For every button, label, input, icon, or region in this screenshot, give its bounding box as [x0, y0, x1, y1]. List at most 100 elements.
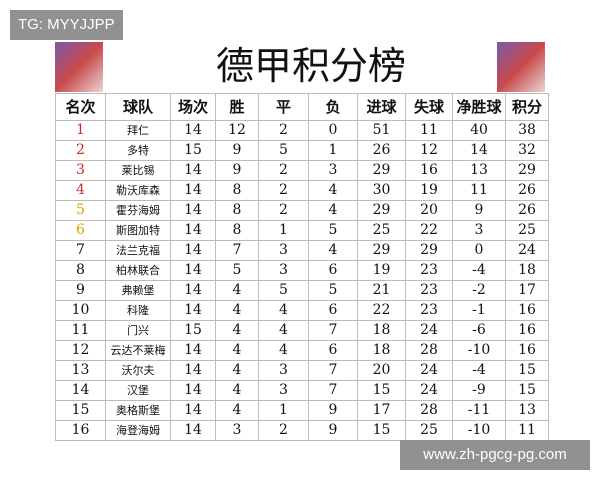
stat-cell: 7 [308, 380, 358, 401]
stat-cell: 12 [215, 120, 259, 141]
stat-cell: 21 [357, 280, 406, 301]
stat-cell: 6 [308, 260, 358, 281]
stat-cell: 0 [452, 240, 506, 261]
rank-cell: 15 [55, 400, 106, 421]
table-row: 14 汉堡 14 4 3 7 15 24 -9 15 [55, 380, 549, 401]
stat-cell: 4 [215, 300, 259, 321]
stat-cell: 17 [357, 400, 406, 421]
stat-cell: 8 [215, 200, 259, 221]
table-row: 12 云达不莱梅 14 4 4 6 18 28 -10 16 [55, 340, 549, 361]
table-row: 2 多特 15 9 5 1 26 12 14 32 [55, 140, 549, 161]
stat-cell: 9 [452, 200, 506, 221]
stat-cell: -6 [452, 320, 506, 341]
standings-table: 名次 球队 场次胜平负进球 失球 净胜球 积分 1 拜仁 14 12 2 0 51 11 40 38 2 多特 1… [55, 93, 549, 441]
stat-cell: 30 [357, 180, 406, 201]
stat-cell: 7 [215, 240, 259, 261]
stat-cell: 7 [308, 360, 358, 381]
stat-cell: -1 [452, 300, 506, 321]
rank-cell: 4 [55, 180, 106, 201]
table-row: 3 莱比锡 14 9 2 3 29 16 13 29 [55, 160, 549, 181]
table-title: 德甲积分榜 [215, 44, 406, 88]
stat-cell: 3 [258, 380, 309, 401]
stat-cell: 14 [170, 400, 216, 421]
rank-cell: 5 [55, 200, 106, 221]
stat-cell: 4 [308, 200, 358, 221]
stat-cell: 14 [170, 260, 216, 281]
stat-cell: 14 [170, 160, 216, 181]
stat-cell: -2 [452, 280, 506, 301]
rank-cell: 10 [55, 300, 106, 321]
stat-cell: 18 [357, 340, 406, 361]
stat-cell: 28 [405, 340, 453, 361]
stat-cell: 22 [405, 220, 453, 241]
team-cell: 云达不莱梅 [105, 340, 171, 361]
stat-cell: -10 [452, 420, 506, 441]
stat-cell: 14 [170, 200, 216, 221]
watermark: www.zh-pgcg-pg.com [400, 440, 590, 470]
stat-cell: 2 [258, 200, 309, 221]
stat-cell: 23 [405, 300, 453, 321]
stat-cell: 29 [405, 240, 453, 261]
stat-cell: 29 [505, 160, 549, 181]
table-row: 1 拜仁 14 12 2 0 51 11 40 38 [55, 120, 549, 141]
stat-cell: 14 [452, 140, 506, 161]
stat-cell: 14 [170, 300, 216, 321]
stat-cell: 15 [357, 420, 406, 441]
stat-cell: 2 [258, 180, 309, 201]
rank-cell: 14 [55, 380, 106, 401]
stat-cell: 3 [308, 160, 358, 181]
stat-cell: 4 [308, 180, 358, 201]
stat-cell: 51 [357, 120, 406, 141]
stat-cell: 4 [215, 340, 259, 361]
team-cell: 汉堡 [105, 380, 171, 401]
column-header: 场次 [170, 93, 216, 121]
stat-cell: 16 [505, 340, 549, 361]
stat-cell: 5 [308, 280, 358, 301]
stat-cell: 24 [405, 360, 453, 381]
stat-cell: 5 [308, 220, 358, 241]
stat-cell: 1 [258, 400, 309, 421]
stat-cell: 8 [215, 180, 259, 201]
stat-cell: 24 [405, 380, 453, 401]
column-header: 平 [258, 93, 309, 121]
stat-cell: 3 [215, 420, 259, 441]
stat-cell: 8 [215, 220, 259, 241]
team-cell: 多特 [105, 140, 171, 161]
team-cell: 斯图加特 [105, 220, 171, 241]
stat-cell: 4 [215, 280, 259, 301]
rank-cell: 9 [55, 280, 106, 301]
stat-cell: 38 [505, 120, 549, 141]
stat-cell: 26 [505, 200, 549, 221]
stat-cell: -4 [452, 260, 506, 281]
stat-cell: 15 [357, 380, 406, 401]
stat-cell: 4 [215, 360, 259, 381]
stat-cell: 16 [505, 300, 549, 321]
stat-cell: 15 [505, 360, 549, 381]
rank-cell: 7 [55, 240, 106, 261]
team-cell: 霍芬海姆 [105, 200, 171, 221]
table-row: 8 柏林联合 14 5 3 6 19 23 -4 18 [55, 260, 549, 281]
stat-cell: 32 [505, 140, 549, 161]
team-cell: 沃尔夫 [105, 360, 171, 381]
stat-cell: -11 [452, 400, 506, 421]
table-row: 6 斯图加特 14 8 1 5 25 22 3 25 [55, 220, 549, 241]
stat-cell: 19 [405, 180, 453, 201]
column-header: 进球 [357, 93, 406, 121]
team-cell: 柏林联合 [105, 260, 171, 281]
stat-cell: 1 [258, 220, 309, 241]
stat-cell: 4 [258, 320, 309, 341]
rank-cell: 3 [55, 160, 106, 181]
stat-cell: -9 [452, 380, 506, 401]
stat-cell: 22 [357, 300, 406, 321]
stat-cell: 14 [170, 120, 216, 141]
stat-cell: -4 [452, 360, 506, 381]
stat-cell: 15 [170, 140, 216, 161]
stat-cell: 29 [357, 200, 406, 221]
team-cell: 弗赖堡 [105, 280, 171, 301]
table-row: 11 门兴 15 4 4 7 18 24 -6 16 [55, 320, 549, 341]
rank-cell: 13 [55, 360, 106, 381]
stat-cell: 11 [452, 180, 506, 201]
stat-cell: 24 [405, 320, 453, 341]
stat-cell: 23 [405, 260, 453, 281]
stat-cell: 14 [170, 240, 216, 261]
